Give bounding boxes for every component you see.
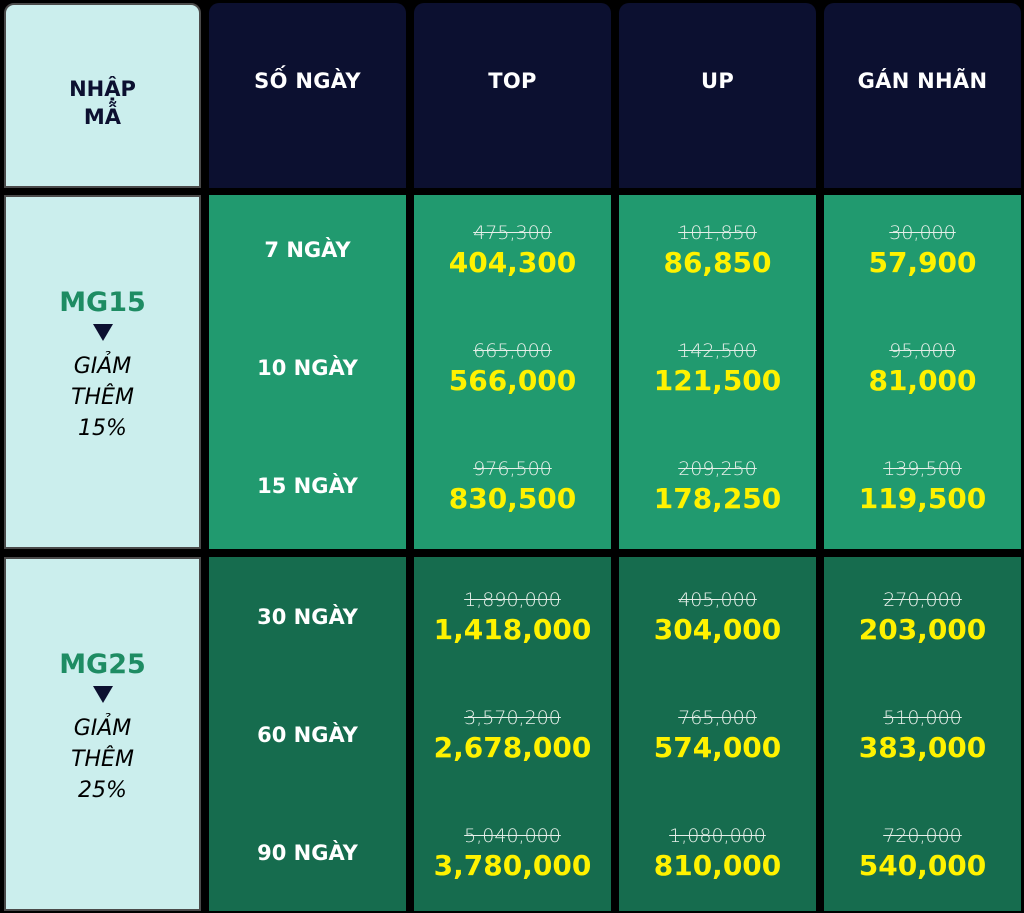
price-cell: 720,000 540,000 bbox=[824, 825, 1021, 883]
header-top-label: TOP bbox=[488, 69, 537, 93]
original-price: 3,570,200 bbox=[464, 707, 561, 729]
discounted-price: 119,500 bbox=[858, 482, 987, 515]
header-code-cell: NHẬP MẪ bbox=[4, 3, 201, 188]
promo-line: 15% bbox=[78, 415, 127, 441]
original-price: 30,000 bbox=[889, 222, 956, 244]
label-column-mg25: 270,000 203,000 510,000 383,000 720,000 … bbox=[824, 557, 1021, 911]
days-label: 90 NGÀY bbox=[257, 841, 358, 865]
days-column-mg25: 30 NGÀY 60 NGÀY 90 NGÀY bbox=[209, 557, 406, 911]
price-cell: 665,000 566,000 bbox=[414, 340, 611, 398]
promo-description: GIẢM THÊM 25% bbox=[71, 713, 134, 806]
header-code-line2: MẪ bbox=[83, 105, 122, 129]
discounted-price: 121,500 bbox=[653, 364, 782, 397]
discounted-price: 830,500 bbox=[448, 482, 577, 515]
discounted-price: 574,000 bbox=[653, 731, 782, 764]
price-cell: 95,000 81,000 bbox=[824, 340, 1021, 398]
discounted-price: 810,000 bbox=[653, 849, 782, 882]
header-label-label: GÁN NHÃN bbox=[857, 69, 988, 93]
original-price: 720,000 bbox=[883, 825, 962, 847]
promo-code: MG15 bbox=[59, 286, 146, 318]
price-cell: 5,040,000 3,780,000 bbox=[414, 825, 611, 883]
header-code-label: NHẬP MẪ bbox=[69, 75, 136, 131]
promo-line: 25% bbox=[78, 777, 127, 803]
header-top: TOP bbox=[414, 3, 611, 188]
original-price: 101,850 bbox=[678, 222, 757, 244]
original-price: 475,300 bbox=[473, 222, 552, 244]
header-label: GÁN NHÃN bbox=[824, 3, 1021, 188]
discounted-price: 404,300 bbox=[448, 246, 577, 279]
promo-description: GIẢM THÊM 15% bbox=[71, 351, 134, 444]
days-column-mg15: 7 NGÀY 10 NGÀY 15 NGÀY bbox=[209, 195, 406, 549]
price-cell: 142,500 121,500 bbox=[619, 340, 816, 398]
promo-line: GIẢM bbox=[73, 715, 132, 741]
promo-line: THÊM bbox=[71, 746, 134, 772]
label-column-mg15: 30,000 57,900 95,000 81,000 139,500 119,… bbox=[824, 195, 1021, 549]
discounted-price: 1,418,000 bbox=[433, 613, 592, 646]
discounted-price: 86,850 bbox=[663, 246, 772, 279]
discounted-price: 57,900 bbox=[868, 246, 977, 279]
up-column-mg15: 101,850 86,850 142,500 121,500 209,250 1… bbox=[619, 195, 816, 549]
price-cell: 765,000 574,000 bbox=[619, 707, 816, 765]
promo-code: MG25 bbox=[59, 648, 146, 680]
top-column-mg15: 475,300 404,300 665,000 566,000 976,500 … bbox=[414, 195, 611, 549]
days-label: 10 NGÀY bbox=[257, 356, 358, 380]
arrow-down-icon bbox=[92, 323, 113, 341]
original-price: 270,000 bbox=[883, 589, 962, 611]
original-price: 5,040,000 bbox=[464, 825, 561, 847]
original-price: 142,500 bbox=[678, 340, 757, 362]
group-code-cell-mg25: MG25 GIẢM THÊM 25% bbox=[4, 557, 201, 911]
price-cell: 1,080,000 810,000 bbox=[619, 825, 816, 883]
discounted-price: 203,000 bbox=[858, 613, 987, 646]
days-label: 60 NGÀY bbox=[257, 723, 358, 747]
discounted-price: 304,000 bbox=[653, 613, 782, 646]
promo-line: THÊM bbox=[71, 384, 134, 410]
promo-line: GIẢM bbox=[73, 353, 132, 379]
original-price: 209,250 bbox=[678, 458, 757, 480]
original-price: 976,500 bbox=[473, 458, 552, 480]
up-column-mg25: 405,000 304,000 765,000 574,000 1,080,00… bbox=[619, 557, 816, 911]
price-cell: 510,000 383,000 bbox=[824, 707, 1021, 765]
header-up: UP bbox=[619, 3, 816, 188]
price-cell: 976,500 830,500 bbox=[414, 458, 611, 516]
original-price: 405,000 bbox=[678, 589, 757, 611]
discounted-price: 383,000 bbox=[858, 731, 987, 764]
header-code-line1: NHẬP bbox=[69, 77, 136, 101]
discounted-price: 81,000 bbox=[868, 364, 977, 397]
header-days: SỐ NGÀY bbox=[209, 3, 406, 188]
price-cell: 101,850 86,850 bbox=[619, 222, 816, 280]
discounted-price: 3,780,000 bbox=[433, 849, 592, 882]
header-up-label: UP bbox=[700, 69, 735, 93]
header-days-label: SỐ NGÀY bbox=[254, 69, 361, 93]
discounted-price: 566,000 bbox=[448, 364, 577, 397]
price-cell: 475,300 404,300 bbox=[414, 222, 611, 280]
price-cell: 405,000 304,000 bbox=[619, 589, 816, 647]
days-label: 15 NGÀY bbox=[257, 474, 358, 498]
price-cell: 30,000 57,900 bbox=[824, 222, 1021, 280]
original-price: 510,000 bbox=[883, 707, 962, 729]
days-label: 30 NGÀY bbox=[257, 605, 358, 629]
top-column-mg25: 1,890,000 1,418,000 3,570,200 2,678,000 … bbox=[414, 557, 611, 911]
original-price: 1,080,000 bbox=[669, 825, 766, 847]
days-label: 7 NGÀY bbox=[264, 238, 351, 262]
original-price: 765,000 bbox=[678, 707, 757, 729]
price-cell: 139,500 119,500 bbox=[824, 458, 1021, 516]
price-cell: 209,250 178,250 bbox=[619, 458, 816, 516]
original-price: 139,500 bbox=[883, 458, 962, 480]
price-cell: 270,000 203,000 bbox=[824, 589, 1021, 647]
discounted-price: 540,000 bbox=[858, 849, 987, 882]
discounted-price: 2,678,000 bbox=[433, 731, 592, 764]
price-cell: 3,570,200 2,678,000 bbox=[414, 707, 611, 765]
original-price: 1,890,000 bbox=[464, 589, 561, 611]
arrow-down-icon bbox=[92, 685, 113, 703]
original-price: 665,000 bbox=[473, 340, 552, 362]
price-cell: 1,890,000 1,418,000 bbox=[414, 589, 611, 647]
discounted-price: 178,250 bbox=[653, 482, 782, 515]
group-code-cell-mg15: MG15 GIẢM THÊM 15% bbox=[4, 195, 201, 549]
original-price: 95,000 bbox=[889, 340, 956, 362]
